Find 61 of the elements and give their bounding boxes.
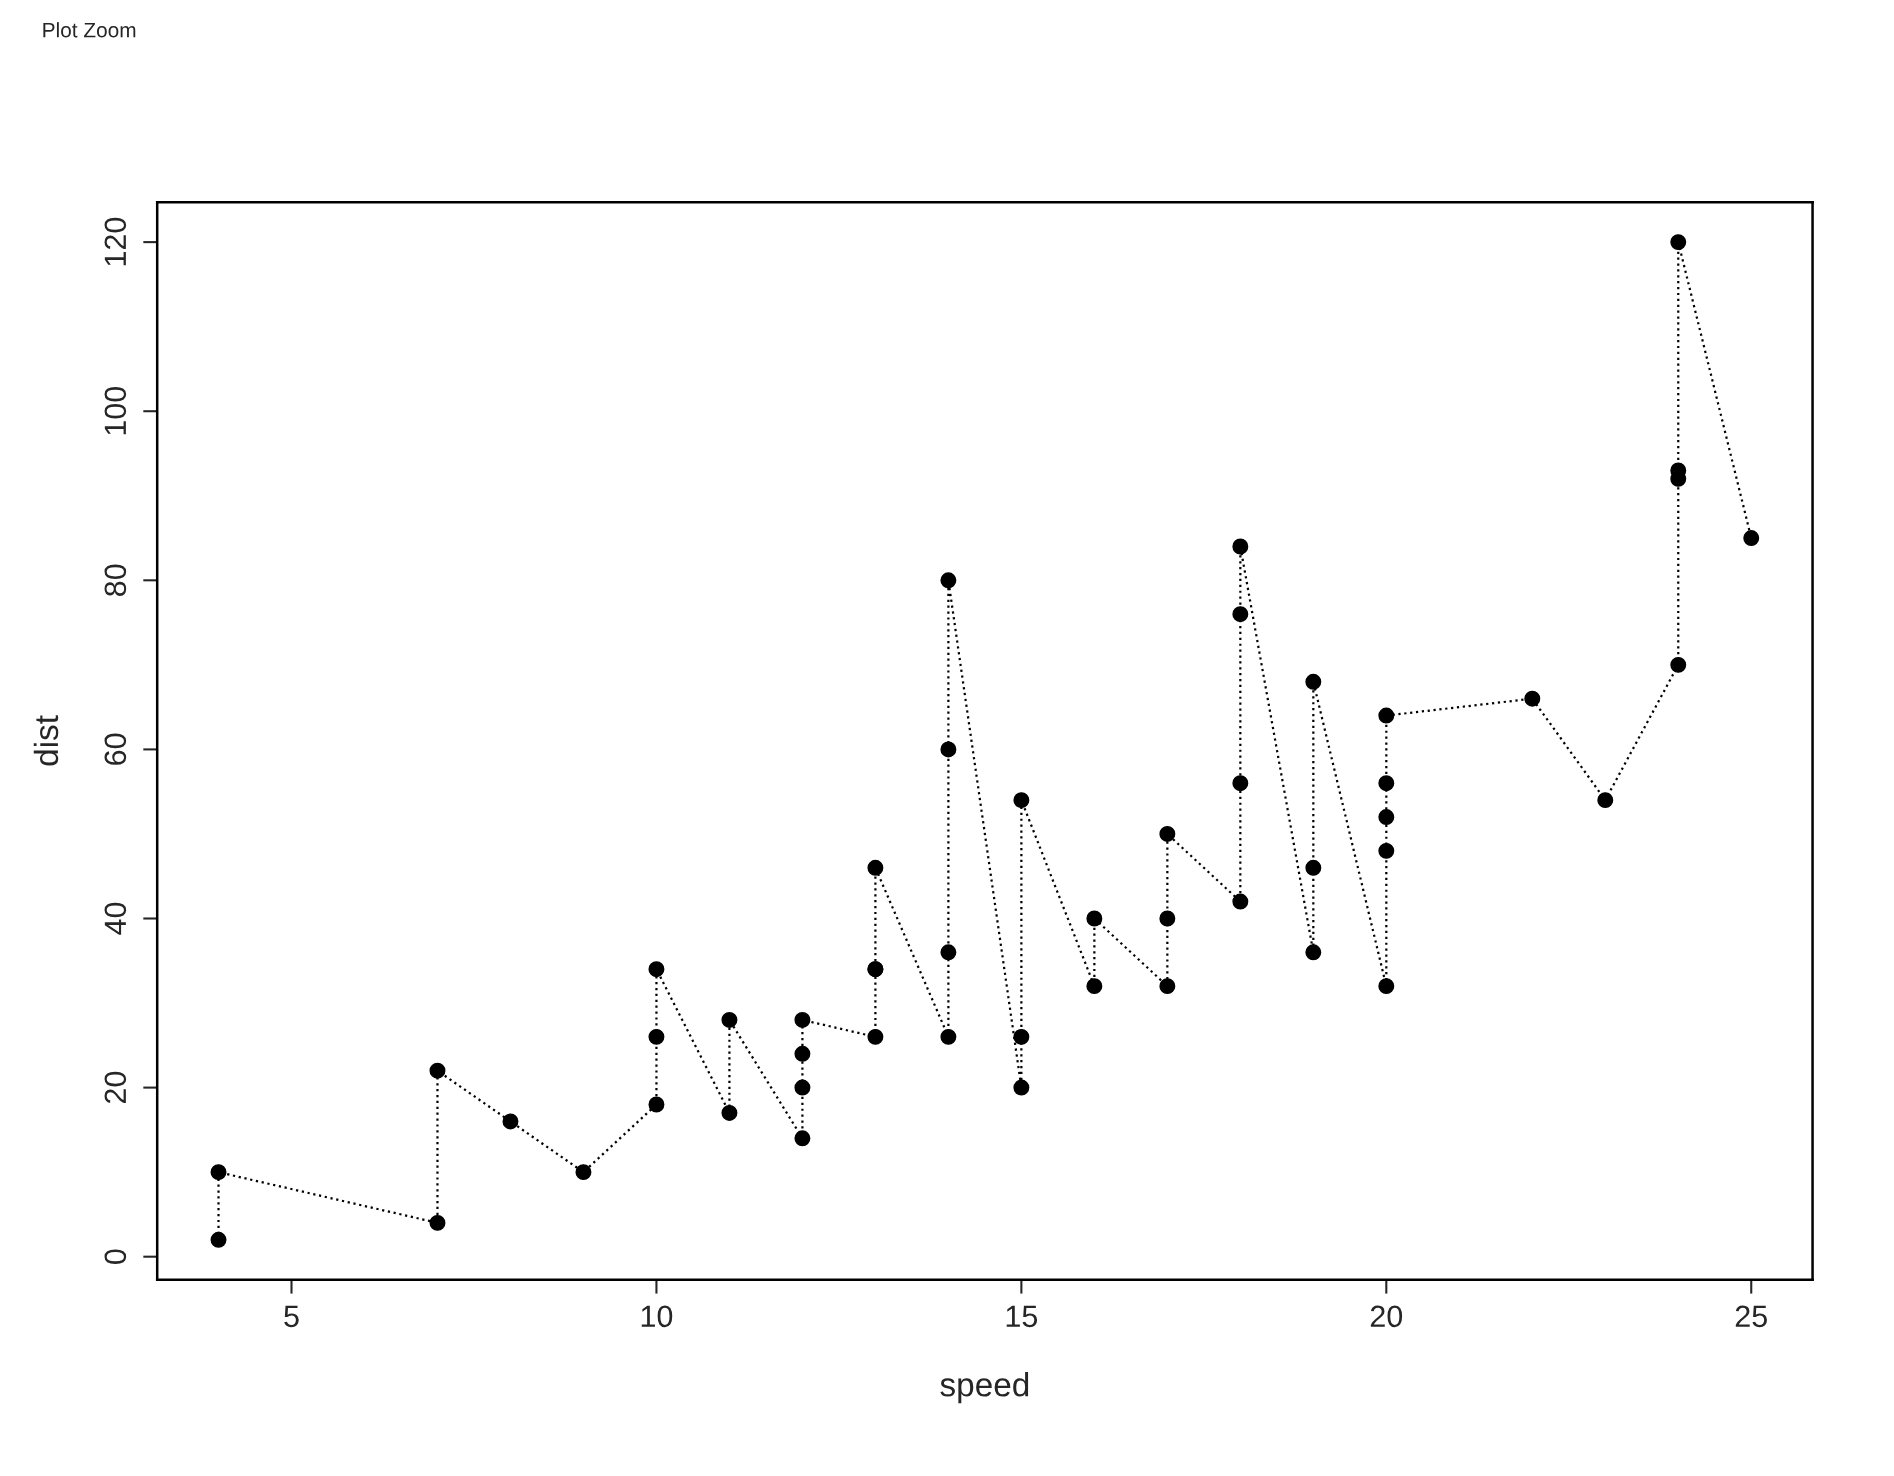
point: [1232, 893, 1249, 910]
y-axis-title: dist: [33, 715, 59, 766]
point: [1232, 775, 1249, 792]
point: [648, 961, 665, 978]
point: [940, 741, 957, 758]
point: [1305, 859, 1322, 876]
point: [1159, 825, 1176, 842]
point: [794, 1045, 811, 1062]
point: [1524, 690, 1541, 707]
x-tick-label: 20: [1370, 1305, 1403, 1328]
point: [867, 1028, 884, 1045]
point: [1670, 656, 1687, 673]
x-tick-label: 5: [284, 1305, 299, 1328]
y-tick-label: 120: [104, 217, 127, 266]
x-tick-label: 15: [1006, 1305, 1038, 1328]
point: [940, 1028, 957, 1045]
point: [210, 1164, 227, 1181]
point: [502, 1113, 519, 1130]
point: [429, 1062, 446, 1079]
text: Plot Zoom: [43, 22, 136, 38]
point: [210, 1231, 227, 1248]
point: [794, 1130, 811, 1147]
point: [648, 1028, 665, 1045]
point: [1159, 910, 1176, 927]
point: [1013, 792, 1030, 809]
point: [1378, 707, 1395, 724]
point: [575, 1164, 592, 1181]
y-tick-label: 40: [104, 902, 127, 935]
point: [1305, 944, 1322, 961]
point: [721, 1011, 738, 1028]
point: [1597, 792, 1614, 809]
point: [1086, 910, 1103, 927]
x-tick-label: 10: [641, 1305, 673, 1328]
point: [1086, 978, 1103, 995]
point: [940, 944, 957, 961]
point: [1378, 775, 1395, 792]
x-axis-title: speed: [940, 1372, 1029, 1404]
y-tick-label: 0: [104, 1249, 127, 1264]
point: [1378, 809, 1395, 826]
point: [794, 1011, 811, 1028]
point: [1378, 978, 1395, 995]
point: [1013, 1079, 1030, 1096]
point: [1305, 673, 1322, 690]
y-tick-label: 60: [104, 733, 127, 765]
point: [429, 1214, 446, 1231]
y-tick-label: 20: [104, 1071, 127, 1104]
point: [1232, 606, 1249, 623]
point: [1743, 530, 1760, 547]
point: [794, 1079, 811, 1096]
point: [648, 1096, 665, 1113]
point: [721, 1104, 738, 1121]
point: [867, 859, 884, 876]
point: [1378, 842, 1395, 859]
y-tick-label: 100: [104, 386, 127, 435]
point: [1013, 1028, 1030, 1045]
y-tick-label: 80: [104, 564, 127, 596]
x-tick-label: 25: [1735, 1305, 1767, 1328]
point: [1670, 234, 1687, 251]
point: [1159, 978, 1176, 995]
point: [940, 572, 957, 589]
point: [1232, 538, 1249, 555]
